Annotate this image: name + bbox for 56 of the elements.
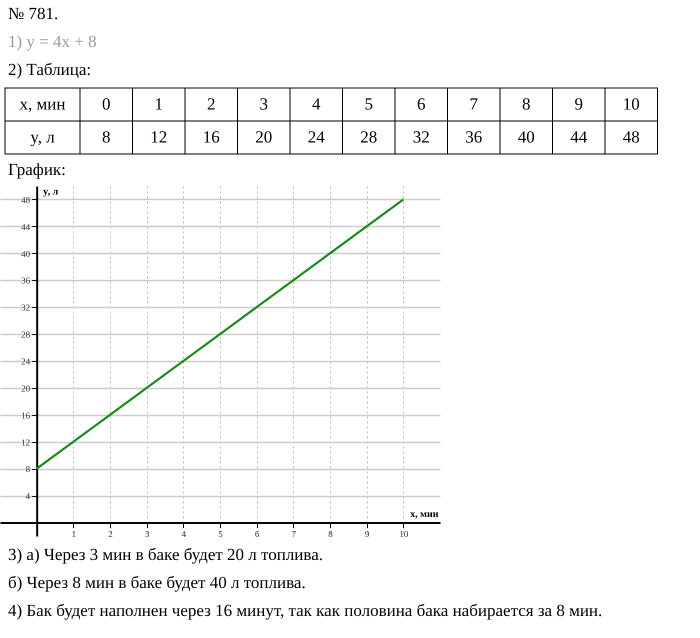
y-tick-label: 20 xyxy=(21,383,31,394)
y-tick-label: 40 xyxy=(21,248,31,259)
x-tick-label: 8 xyxy=(328,529,334,540)
chart-title: № 781. xyxy=(8,4,58,23)
x-tick-label: 0 xyxy=(102,94,110,114)
x-tick-label: 1 xyxy=(154,94,163,114)
x-tick-label: 1 xyxy=(72,529,76,540)
x-tick-label: 10 xyxy=(399,529,409,540)
y-tick-label: 36 xyxy=(21,276,31,286)
x-axis-title: x, мин xyxy=(20,94,66,114)
y-tick-label: y, л xyxy=(30,128,56,146)
x-tick-label: 9 xyxy=(574,94,583,114)
x-tick-label: 9 xyxy=(364,529,370,540)
x-tick-label: 6 xyxy=(254,529,260,540)
data-label: 36 xyxy=(465,128,482,146)
y-axis-title: y, л xyxy=(43,186,59,198)
y-tick-label: 48 xyxy=(21,194,31,205)
text: 2) Таблица: xyxy=(8,60,92,79)
text: 4) Бак будет наполнен через 16 минут, так как половина бака набирается за 8 мин. xyxy=(8,601,602,620)
data-label: 8 xyxy=(102,128,110,146)
x-axis-title: x, мин xyxy=(410,509,439,520)
x-tick-label: 4 xyxy=(312,94,321,114)
data-label: 44 xyxy=(570,128,588,146)
x-tick-label: 2 xyxy=(207,94,216,114)
text: 3) а) Через 3 мин в баке будет 20 л топлива. xyxy=(8,545,324,564)
data-label: 16 xyxy=(202,128,220,146)
x-tick-label: 2 xyxy=(108,529,113,540)
data-label: 24 xyxy=(308,128,326,146)
x-tick-label: 7 xyxy=(292,529,297,540)
x-tick-label: 5 xyxy=(218,529,224,540)
x-tick-label: 10 xyxy=(622,94,640,114)
x-tick-label: 5 xyxy=(364,94,373,114)
x-tick-label: 8 xyxy=(522,94,530,114)
chart-title: График: xyxy=(8,160,66,179)
line-series xyxy=(36,198,404,470)
y-tick-label: 12 xyxy=(21,437,30,448)
y-tick-label: 32 xyxy=(21,302,30,313)
y-tick-label: 44 xyxy=(21,222,31,232)
text: 1) y = 4x + 8 xyxy=(8,32,97,51)
x-tick-label: 3 xyxy=(144,529,150,540)
data-label: 48 xyxy=(622,128,640,146)
x-tick-label: 3 xyxy=(260,94,268,114)
x-tick-label: 7 xyxy=(470,94,478,114)
data-label: 12 xyxy=(150,128,168,146)
data-label: 28 xyxy=(360,128,378,146)
x-tick-label: 4 xyxy=(182,529,187,540)
y-tick-label: 4 xyxy=(26,491,31,502)
data-label: 40 xyxy=(518,128,535,146)
x-tick-label: 6 xyxy=(417,94,426,114)
data-label: 20 xyxy=(255,128,272,146)
y-tick-label: 28 xyxy=(21,330,31,340)
y-tick-label: 16 xyxy=(21,410,31,420)
y-tick-label: 24 xyxy=(21,356,31,366)
data-label: 32 xyxy=(412,128,430,146)
text: б) Через 8 мин в баке будет 40 л топлива. xyxy=(8,573,306,592)
y-tick-label: 8 xyxy=(26,464,31,474)
